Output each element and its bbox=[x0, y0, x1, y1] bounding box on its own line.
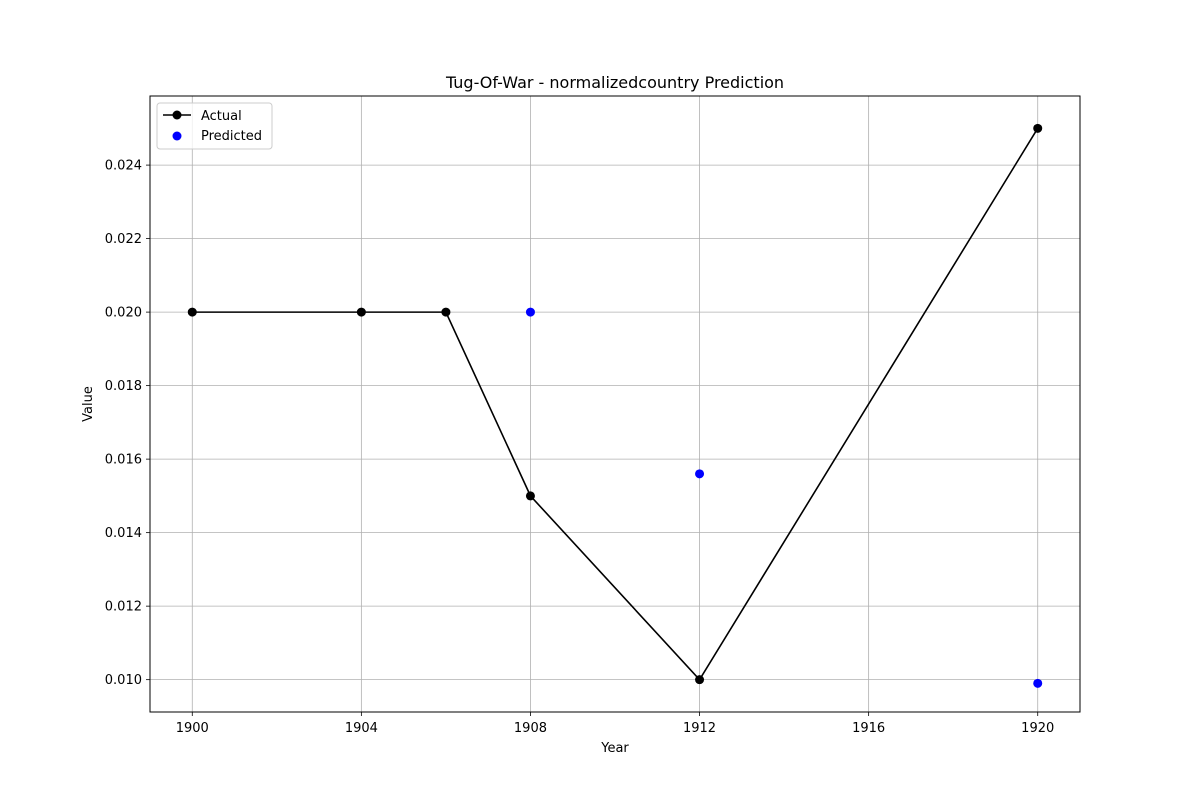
legend-actual-marker bbox=[172, 110, 182, 120]
data-point-actual bbox=[525, 491, 535, 501]
x-tick-label: 1908 bbox=[514, 721, 547, 736]
y-tick-label: 0.016 bbox=[105, 453, 142, 468]
data-point-actual bbox=[356, 307, 366, 317]
data-point-predicted bbox=[695, 469, 705, 479]
y-tick-label: 0.012 bbox=[105, 600, 142, 615]
series-layer bbox=[187, 123, 1043, 688]
data-point-actual bbox=[1033, 123, 1043, 133]
data-point-actual bbox=[695, 675, 705, 685]
x-tick-label: 1904 bbox=[345, 721, 378, 736]
axis-ticks: 1900 1904 1908 1912 1916 1920 0.010 0.012 0.014 0… bbox=[105, 159, 1054, 736]
data-point-predicted bbox=[525, 307, 535, 317]
y-tick-label: 0.014 bbox=[105, 526, 142, 541]
x-tick-label: 1920 bbox=[1021, 721, 1054, 736]
data-point-actual bbox=[187, 307, 197, 317]
chart-title: Tug-Of-War - normalizedcountry Predictio… bbox=[445, 73, 784, 92]
legend-label-actual: Actual bbox=[201, 109, 242, 124]
series-line-actual bbox=[192, 127, 1039, 681]
x-tick-label: 1900 bbox=[176, 721, 209, 736]
legend-label-predicted: Predicted bbox=[201, 129, 262, 144]
data-point-predicted bbox=[1033, 678, 1043, 688]
y-tick-label: 0.020 bbox=[105, 306, 142, 321]
x-axis-title: Year bbox=[600, 741, 629, 756]
y-tick-label: 0.024 bbox=[105, 159, 142, 174]
legend-predicted-marker bbox=[172, 131, 182, 141]
legend: Actual Predicted bbox=[156, 102, 273, 150]
x-tick-label: 1916 bbox=[852, 721, 885, 736]
x-tick-label: 1912 bbox=[683, 721, 716, 736]
y-tick-label: 0.010 bbox=[105, 673, 142, 688]
y-tick-label: 0.022 bbox=[105, 232, 142, 247]
data-point-actual bbox=[441, 307, 451, 317]
y-tick-label: 0.018 bbox=[105, 379, 142, 394]
plot-frame bbox=[149, 95, 1081, 713]
y-axis-title: Value bbox=[81, 386, 96, 422]
grid bbox=[150, 96, 1080, 712]
